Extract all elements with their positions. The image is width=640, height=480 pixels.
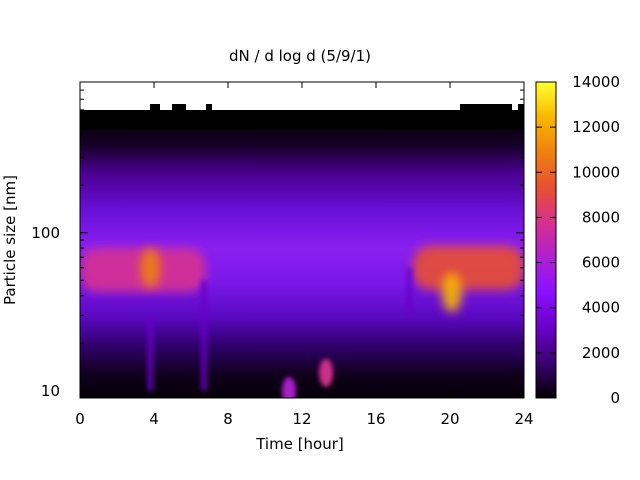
x-tick-label: 12 <box>292 410 311 428</box>
x-tick-label: 0 <box>75 410 85 428</box>
colorbar-tick-label: 6000 <box>582 254 620 272</box>
top-edge-step <box>300 118 392 130</box>
x-axis: 0 4 8 12 16 20 24 <box>75 82 534 428</box>
y-axis: 10 100 <box>31 81 524 400</box>
x-tick-label: 24 <box>514 410 533 428</box>
x-tick-label: 20 <box>440 410 459 428</box>
top-edge-step <box>512 110 518 130</box>
heatmap-features <box>80 245 524 398</box>
concentration-peak <box>140 247 161 288</box>
concentration-dip <box>147 315 154 391</box>
colorbar-tick-label: 14000 <box>572 73 620 91</box>
top-edge-step <box>252 118 300 130</box>
x-tick-label: 4 <box>149 410 159 428</box>
x-tick-label: 16 <box>366 410 385 428</box>
x-tick-label: 8 <box>223 410 233 428</box>
top-edge-step <box>80 118 150 130</box>
concentration-dip <box>200 280 207 391</box>
top-edge-step <box>186 110 206 130</box>
colorbar-tick-label: 8000 <box>582 208 620 226</box>
nucleation-spot <box>319 358 334 387</box>
colorbar-tick-label: 10000 <box>572 163 620 181</box>
top-edge-step <box>172 104 186 130</box>
concentration-peak <box>441 272 462 313</box>
top-edge-step <box>392 110 410 130</box>
top-edge-step <box>160 112 172 130</box>
top-edge-step <box>410 122 460 130</box>
y-tick-label: 100 <box>31 224 60 242</box>
heatmap-top-edge <box>80 104 524 130</box>
size-mode-band <box>413 245 524 290</box>
top-edge-step <box>212 120 230 130</box>
heatmap-area <box>80 82 524 398</box>
y-tick-label: 10 <box>41 382 60 400</box>
top-edge-step <box>460 104 512 130</box>
colorbar-ticks: 0 2000 4000 6000 8000 10000 12000 14000 <box>536 73 620 407</box>
nucleation-spot <box>282 376 297 398</box>
colorbar-tick-label: 2000 <box>582 344 620 362</box>
top-edge-step <box>518 104 524 130</box>
y-axis-label: Particle size [nm] <box>1 175 19 305</box>
top-edge-step <box>206 104 212 130</box>
top-edge-step <box>230 110 252 130</box>
x-axis-label: Time [hour] <box>255 435 344 453</box>
colorbar-tick-label: 4000 <box>582 299 620 317</box>
colorbar <box>535 81 557 399</box>
concentration-dip <box>406 267 413 316</box>
top-edge-step <box>150 104 160 130</box>
colorbar-tick-label: 12000 <box>572 118 620 136</box>
chart-title: dN / d log d (5/9/1) <box>229 47 371 65</box>
colorbar-tick-label: 0 <box>610 389 620 407</box>
